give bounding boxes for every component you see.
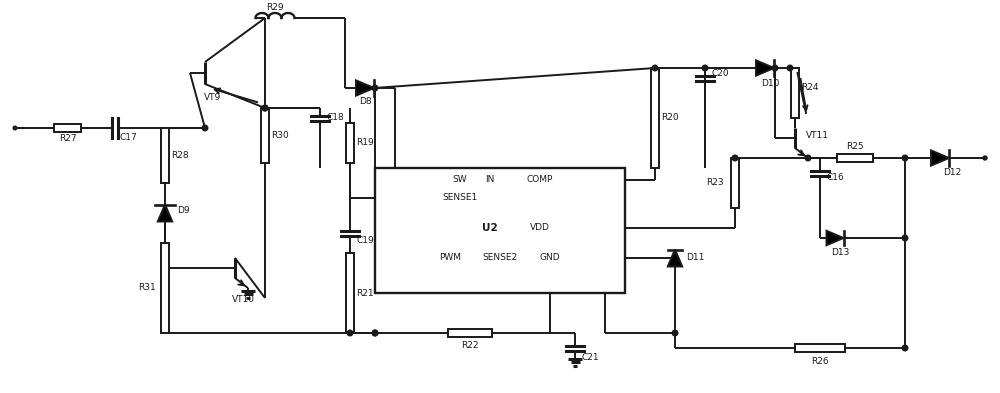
Circle shape [702, 65, 708, 71]
Text: D8: D8 [359, 97, 371, 107]
Text: R19: R19 [356, 138, 374, 147]
Text: SENSE2: SENSE2 [482, 253, 518, 263]
Text: R20: R20 [661, 114, 679, 123]
Text: COMP: COMP [527, 176, 553, 184]
Circle shape [372, 85, 378, 91]
Text: C19: C19 [356, 237, 374, 246]
Bar [161, 128, 169, 183]
Text: SW: SW [453, 176, 467, 184]
Circle shape [262, 105, 268, 111]
Circle shape [372, 330, 378, 336]
Circle shape [262, 105, 268, 111]
Polygon shape [931, 151, 949, 166]
Bar [731, 158, 739, 208]
Text: C17: C17 [119, 134, 137, 143]
Bar [375, 168, 625, 293]
Polygon shape [756, 61, 774, 75]
Text: R22: R22 [461, 342, 479, 351]
Text: VDD: VDD [530, 224, 550, 233]
Circle shape [372, 330, 378, 336]
Bar [346, 253, 354, 333]
Text: R25: R25 [846, 143, 864, 151]
Circle shape [902, 235, 908, 241]
Text: VT11: VT11 [806, 130, 828, 140]
Circle shape [902, 345, 908, 351]
Text: VT9: VT9 [204, 94, 222, 103]
Bar [651, 68, 659, 168]
Text: D12: D12 [943, 169, 961, 178]
Text: R24: R24 [801, 83, 819, 92]
Circle shape [983, 156, 987, 160]
Circle shape [347, 330, 353, 336]
Text: R31: R31 [138, 283, 156, 292]
Circle shape [13, 126, 17, 130]
Text: IN: IN [485, 176, 495, 184]
Circle shape [787, 65, 793, 71]
Text: R30: R30 [271, 131, 289, 140]
Polygon shape [158, 204, 172, 222]
Text: R27: R27 [59, 134, 76, 143]
Text: D13: D13 [831, 248, 849, 257]
Text: R26: R26 [811, 356, 829, 365]
Circle shape [672, 330, 678, 336]
Text: SENSE1: SENSE1 [442, 193, 478, 202]
Text: C21: C21 [581, 353, 599, 362]
Bar [161, 243, 169, 333]
Circle shape [772, 65, 778, 71]
Bar [791, 68, 799, 118]
Text: D9: D9 [177, 206, 189, 215]
Text: R28: R28 [171, 151, 189, 160]
Text: D11: D11 [686, 253, 704, 263]
Text: C20: C20 [711, 68, 729, 77]
Bar [448, 329, 492, 337]
Circle shape [805, 155, 811, 161]
Bar [795, 344, 845, 352]
Polygon shape [668, 250, 682, 266]
Circle shape [902, 155, 908, 161]
Circle shape [652, 65, 658, 71]
Text: C16: C16 [826, 173, 844, 182]
Circle shape [202, 125, 208, 131]
Text: PWM: PWM [439, 253, 461, 263]
Bar [346, 123, 354, 163]
Text: R29: R29 [266, 4, 284, 13]
Text: GND: GND [540, 253, 560, 263]
Text: VT10: VT10 [232, 296, 254, 305]
Bar [837, 154, 873, 162]
Text: R23: R23 [706, 178, 724, 187]
Circle shape [732, 155, 738, 161]
Text: C18: C18 [326, 114, 344, 123]
Bar [261, 108, 269, 163]
Polygon shape [356, 80, 374, 95]
Bar [54, 124, 81, 132]
Text: U2: U2 [482, 223, 498, 233]
Text: R21: R21 [356, 288, 374, 298]
Polygon shape [826, 231, 844, 245]
Text: D10: D10 [761, 79, 779, 88]
